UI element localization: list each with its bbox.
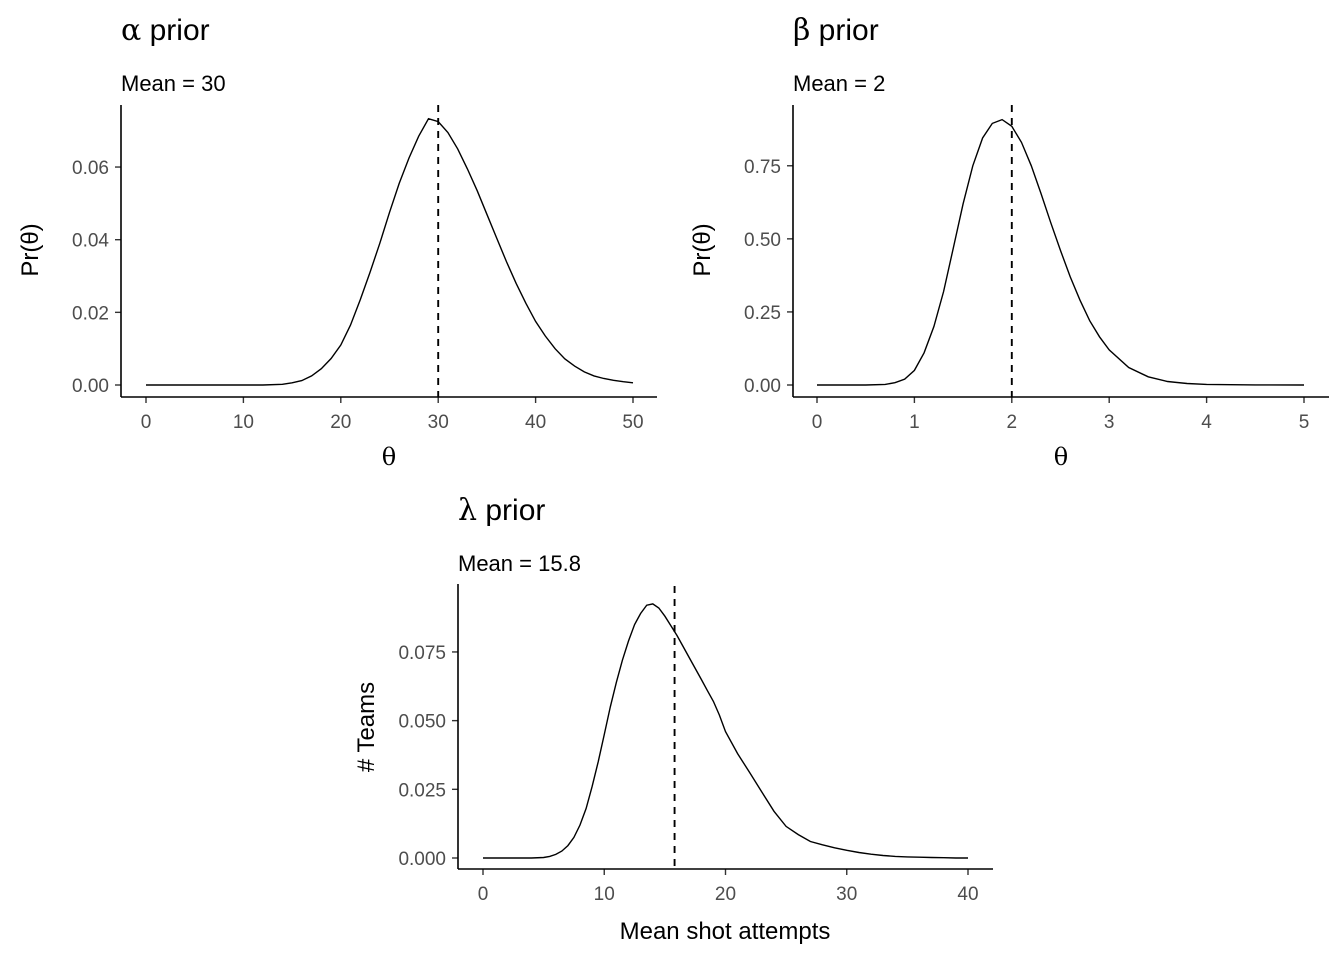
panel-subtitle: Mean = 30	[121, 71, 226, 96]
y-tick-label: 0.04	[72, 231, 109, 252]
x-tick-label: 30	[428, 412, 449, 433]
x-axis-title: θ	[1054, 443, 1068, 471]
y-tick-label: 0.06	[72, 158, 109, 179]
y-tick-label: 0.050	[398, 712, 446, 733]
panel-lambda-prior: λ prior Mean = 15.8 0 10 20 30 400.0000.0250…	[353, 493, 993, 945]
y-axis-title: Pr(θ)	[689, 223, 716, 276]
density-curve	[817, 118, 1305, 386]
x-tick-label: 4	[1201, 412, 1212, 433]
x-axis-title: Mean shot attempts	[620, 918, 831, 945]
panel-subtitle: Mean = 2	[793, 71, 885, 96]
y-tick-label: 0.02	[72, 303, 109, 324]
x-tick-label: 40	[957, 884, 978, 905]
y-tick-label: 0.75	[744, 157, 781, 178]
x-tick-label: 50	[622, 412, 643, 433]
x-tick-label: 0	[478, 884, 489, 905]
x-axis-title: θ	[382, 443, 396, 471]
y-tick-label: 0.00	[72, 376, 109, 397]
panel-beta-prior: β prior Mean = 2 0 1 2 3 4 50.000.250.500.75 …	[689, 13, 1329, 471]
density-curve	[483, 603, 968, 859]
x-tick-label: 10	[233, 412, 254, 433]
tick-layer: 0 10 20 30 40 50 0.00 0.02 0.04 0.06	[72, 158, 644, 433]
y-tick-label: 0.025	[398, 780, 446, 801]
x-tick-label: 2	[1007, 412, 1018, 433]
x-tick-label: 30	[836, 884, 857, 905]
panel-subtitle: Mean = 15.8	[458, 551, 581, 576]
x-tick-label: 1	[909, 412, 920, 433]
x-tick-label: 3	[1104, 412, 1115, 433]
y-tick-label: 0.000	[398, 849, 446, 870]
x-tick-label: 0	[141, 412, 152, 433]
x-tick-label: 20	[330, 412, 351, 433]
y-tick-label: 0.50	[744, 230, 781, 251]
panel-title: α prior	[121, 13, 210, 48]
x-tick-label: 5	[1299, 412, 1310, 433]
panel-alpha-prior: α prior Mean = 30 0 10 20 30 40 50 0.00 0.02 0.0…	[17, 13, 657, 471]
tick-layer: 0 1 2 3 4 5 0.00 0.25 0.50 0.75	[744, 157, 1309, 433]
x-tick-label: 0	[812, 412, 823, 433]
y-tick-label: 0.25	[744, 303, 781, 324]
panel-title: λ prior	[458, 493, 545, 528]
y-tick-label: 0.00	[744, 376, 781, 397]
density-curve	[146, 117, 634, 386]
y-axis-title: # Teams	[353, 682, 380, 772]
x-tick-label: 20	[715, 884, 736, 905]
x-tick-label: 10	[594, 884, 615, 905]
tick-layer: 0 10 20 30 40 0.000 0.025 0.050 0.075	[398, 643, 978, 905]
y-axis-title: Pr(θ)	[17, 223, 44, 276]
y-tick-label: 0.075	[398, 643, 446, 664]
panel-title: β prior	[793, 13, 879, 48]
x-tick-label: 40	[525, 412, 546, 433]
